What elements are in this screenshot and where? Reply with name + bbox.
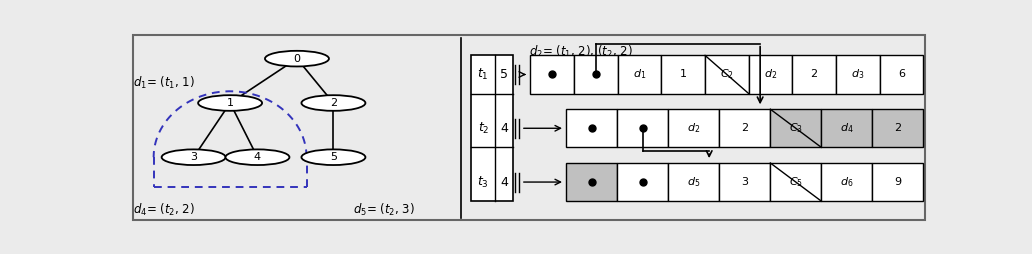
Bar (472, 55, 513, 201)
Bar (821, 109, 872, 147)
Text: $d_{3}$: $d_{3}$ (851, 68, 865, 81)
Text: $C_{3}$: $C_{3}$ (788, 121, 803, 135)
Text: $d_5$= ($t_2$, 3): $d_5$= ($t_2$, 3) (353, 202, 415, 218)
Bar (669, 163, 719, 201)
Text: 9: 9 (894, 177, 901, 187)
Bar (872, 109, 924, 147)
Bar (662, 55, 705, 93)
Bar (617, 163, 669, 201)
Bar (770, 109, 821, 147)
Text: 5: 5 (330, 152, 336, 162)
Text: 4: 4 (501, 122, 508, 135)
Bar (617, 109, 669, 147)
FancyBboxPatch shape (133, 35, 925, 220)
Text: $t_1$: $t_1$ (478, 67, 489, 82)
Text: $C_{2}$: $C_{2}$ (720, 68, 734, 81)
Bar (719, 163, 770, 201)
Bar (567, 163, 617, 201)
Circle shape (162, 149, 226, 165)
Text: $t_2$: $t_2$ (478, 121, 489, 136)
Text: 3: 3 (741, 177, 748, 187)
Bar (793, 55, 836, 93)
Text: 0: 0 (293, 54, 300, 64)
Text: $t_3$: $t_3$ (478, 174, 489, 189)
Text: 4: 4 (254, 152, 261, 162)
Bar (748, 55, 793, 93)
Text: 2: 2 (894, 123, 901, 133)
Bar (836, 55, 879, 93)
Circle shape (301, 149, 365, 165)
Bar (872, 163, 924, 201)
Bar (719, 109, 770, 147)
Bar (770, 163, 821, 201)
Text: 4: 4 (501, 176, 508, 188)
Text: $d_4$= ($t_2$, 2): $d_4$= ($t_2$, 2) (133, 202, 195, 218)
Text: 5: 5 (501, 68, 508, 81)
Text: 1: 1 (680, 70, 686, 80)
Text: $d_1$= ($t_1$, 1): $d_1$= ($t_1$, 1) (133, 75, 195, 91)
Text: $d_2$= ($t_1$, 2), ($t_2$, 2): $d_2$= ($t_1$, 2), ($t_2$, 2) (529, 44, 633, 60)
Circle shape (198, 95, 262, 111)
Text: 3: 3 (190, 152, 197, 162)
Text: $d_{4}$: $d_{4}$ (840, 121, 853, 135)
Text: $d_{1}$: $d_{1}$ (633, 68, 646, 81)
Text: 2: 2 (330, 98, 337, 108)
Bar (821, 163, 872, 201)
Circle shape (265, 51, 329, 67)
Text: $d_6$= ($t_3$, 9): $d_6$= ($t_3$, 9) (609, 179, 671, 195)
Text: $d_{2}$: $d_{2}$ (764, 68, 777, 81)
Circle shape (301, 95, 365, 111)
Text: 1: 1 (227, 98, 233, 108)
Text: $d_{6}$: $d_{6}$ (840, 175, 853, 189)
Text: 2: 2 (810, 70, 817, 80)
Bar (669, 109, 719, 147)
Text: $C_{5}$: $C_{5}$ (788, 175, 803, 189)
Bar (705, 55, 748, 93)
Bar (530, 55, 574, 93)
Circle shape (225, 149, 289, 165)
Text: $d_{5}$: $d_{5}$ (687, 175, 701, 189)
Bar (567, 109, 617, 147)
Text: 6: 6 (898, 70, 905, 80)
Text: 2: 2 (741, 123, 748, 133)
Bar (879, 55, 924, 93)
Bar (574, 55, 618, 93)
Text: $d_3$= ($t_1$, 6): $d_3$= ($t_1$, 6) (609, 77, 671, 93)
Text: $d_{2}$: $d_{2}$ (687, 121, 701, 135)
Bar (618, 55, 662, 93)
